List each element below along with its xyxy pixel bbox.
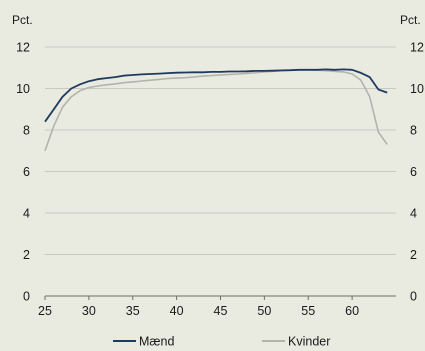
legend: Mænd Kvinder [113,335,330,349]
x-axis: 25 30 35 40 45 50 55 60 [38,295,396,318]
x-tick-label: 55 [301,304,315,318]
series-lines [44,68,388,152]
y-tick-label-left: 2 [23,248,30,262]
x-tick-label: 40 [170,304,184,318]
y-tick-label-left: 4 [23,207,30,221]
series-line-kvinder [44,69,388,152]
y-tick-label-left: 12 [16,41,30,55]
y-tick-label-left: 0 [23,290,30,304]
y-axis-left: 0 2 4 6 8 10 12 [16,41,30,304]
x-tick-label: 35 [126,304,140,318]
y-axis-right: 0 2 4 6 8 10 12 [410,41,424,304]
y-tick-label-left: 10 [16,82,30,96]
x-tick-label: 50 [257,304,271,318]
legend-label-maend: Mænd [139,335,174,349]
series-line-maend [44,68,388,123]
gridlines [45,46,396,255]
y-axis-unit-right: Pct. [400,13,421,27]
y-tick-label-right: 4 [410,207,417,221]
y-tick-label-right: 8 [410,124,417,138]
y-axis-unit-left: Pct. [12,13,33,27]
y-tick-label-left: 8 [23,124,30,138]
y-tick-label-right: 2 [410,248,417,262]
y-tick-label-right: 0 [410,290,417,304]
x-tick-label: 60 [345,304,359,318]
x-tick-label: 30 [82,304,96,318]
legend-label-kvinder: Kvinder [288,335,330,349]
y-tick-label-right: 10 [410,82,424,96]
y-tick-label-right: 6 [410,165,417,179]
y-tick-label-left: 6 [23,165,30,179]
x-tick-label: 25 [38,304,52,318]
y-tick-label-right: 12 [410,41,424,55]
x-tick-label: 45 [214,304,228,318]
